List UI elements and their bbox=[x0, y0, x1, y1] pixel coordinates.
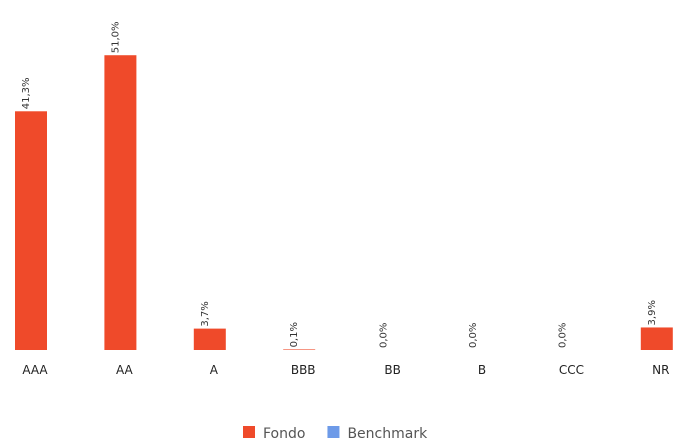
x-tick-label: BBB bbox=[291, 363, 316, 377]
x-tick-label: BB bbox=[384, 363, 400, 377]
x-tick-label: AAA bbox=[22, 363, 48, 377]
x-tick-label: CCC bbox=[559, 363, 584, 377]
x-tick-label: B bbox=[478, 363, 486, 377]
value-label: 41,3% bbox=[21, 78, 32, 110]
x-tick-label: NR bbox=[652, 363, 669, 377]
bar bbox=[640, 327, 673, 350]
bar bbox=[15, 111, 47, 350]
value-label: 0,1% bbox=[289, 322, 300, 347]
legend-label: Fondo bbox=[263, 426, 305, 442]
legend-swatch bbox=[327, 426, 340, 438]
bar bbox=[283, 349, 316, 350]
value-label: 0,0% bbox=[468, 323, 479, 348]
bar bbox=[104, 55, 137, 350]
legend-label: Benchmark bbox=[347, 426, 428, 442]
value-label: 0,0% bbox=[379, 323, 390, 348]
value-label: 3,7% bbox=[200, 301, 211, 326]
value-label: 0,0% bbox=[557, 323, 568, 348]
legend-swatch bbox=[243, 426, 255, 438]
x-tick-label: AA bbox=[116, 363, 134, 377]
bar bbox=[193, 328, 226, 350]
value-label: 3,9% bbox=[647, 300, 658, 325]
x-tick-label: A bbox=[210, 363, 219, 377]
value-label: 51,0% bbox=[110, 21, 121, 53]
